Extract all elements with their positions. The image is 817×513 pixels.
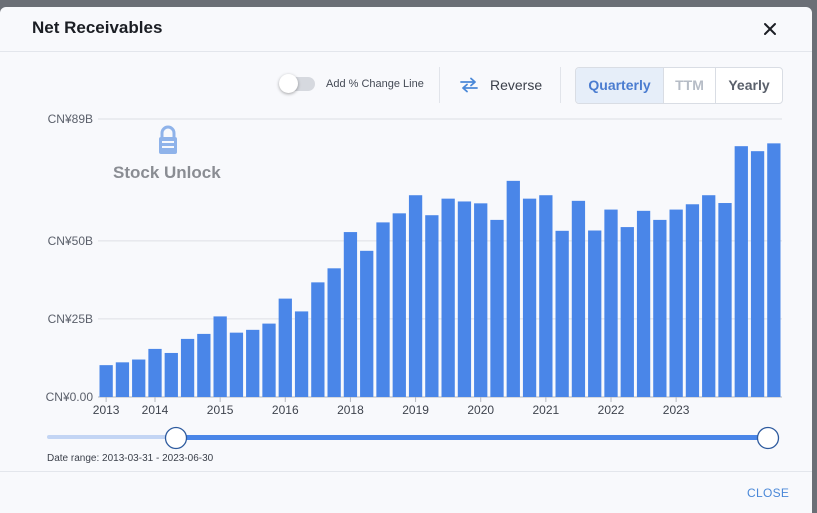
y-tick-label: CN¥25B [48,312,93,326]
percent-change-toggle[interactable] [279,74,315,93]
bar[interactable] [571,200,586,397]
bar[interactable] [767,143,781,397]
bar[interactable] [604,209,618,397]
lock-logo-icon [159,125,177,154]
bar[interactable] [539,195,553,397]
toggle-knob[interactable] [279,74,298,93]
net-receivables-dialog: Net Receivables Add % Change Line Revers… [0,7,812,513]
bar[interactable] [327,268,341,397]
y-tick-label: CN¥89B [48,112,93,126]
chart-controls: Add % Change Line Reverse Quarterly TTM … [0,63,812,109]
watermark: Stock Unlock [113,125,221,182]
net-receivables-chart: Stock Unlock CN¥0.00 CN¥25B CN¥50B CN¥89B 20… [46,112,782,465]
slider-end-handle[interactable] [756,426,780,450]
bar[interactable] [294,311,309,397]
bar[interactable] [441,198,455,397]
bar[interactable] [653,219,667,397]
bar[interactable] [164,352,178,397]
period-quarterly-button[interactable]: Quarterly [576,68,664,103]
bar[interactable] [132,359,146,397]
bar[interactable] [392,213,406,397]
x-tick-label: 2021 [533,403,560,417]
dialog-header: Net Receivables [0,7,812,52]
close-button[interactable]: CLOSE [747,486,790,500]
x-tick-label: 2014 [142,403,169,417]
bar[interactable] [685,204,700,397]
bar[interactable] [734,146,748,397]
y-tick-label: CN¥50B [48,234,93,248]
x-tick-label: 2016 [272,403,299,417]
x-tick-label: 2020 [467,403,494,417]
y-tick-label: CN¥0.00 [46,390,94,404]
bar[interactable] [474,203,488,397]
x-tick-label: 2018 [337,403,364,417]
bar[interactable] [148,348,162,397]
bar[interactable] [506,180,520,397]
bar[interactable] [750,151,765,397]
bar[interactable] [555,230,569,397]
slider-track-inactive[interactable] [47,435,176,439]
bar[interactable] [311,282,325,397]
divider [560,67,561,103]
reverse-button[interactable]: Reverse [459,71,559,99]
bar[interactable] [343,232,358,397]
date-range-label: Date range: 2013-03-31 - 2023-06-30 [47,453,214,464]
chart-grid [98,118,782,398]
close-icon[interactable] [760,19,780,39]
bar[interactable] [408,195,423,397]
slider-track-active[interactable] [176,435,768,440]
percent-change-label: Add % Change Line [326,78,424,90]
x-tick-label: 2019 [402,403,429,417]
bar[interactable] [246,329,260,397]
dialog-footer: CLOSE [0,471,812,513]
x-tick-label: 2015 [207,403,234,417]
date-range-slider[interactable]: Date range: 2013-03-31 - 2023-06-30 [47,426,780,465]
bar[interactable] [669,209,683,397]
x-tick-label: 2023 [663,403,690,417]
bar[interactable] [718,203,732,397]
bar[interactable] [278,298,292,397]
slider-start-handle[interactable] [164,426,188,450]
bar[interactable] [636,210,651,397]
period-yearly-button[interactable]: Yearly [728,77,770,93]
bar[interactable] [425,215,439,397]
bar[interactable] [229,332,244,397]
bar[interactable] [197,333,211,397]
bar[interactable] [99,365,113,397]
period-selector: Quarterly TTM Yearly [575,67,783,104]
watermark-text: Stock Unlock [113,163,221,182]
x-tick-label: 2013 [93,403,120,417]
bar[interactable] [180,338,195,397]
bar[interactable] [522,198,537,397]
divider [439,67,440,103]
swap-arrows-icon [460,77,478,93]
reverse-label: Reverse [490,77,543,93]
chart-bars [99,143,781,397]
bar[interactable] [620,227,634,397]
chart-axes: CN¥0.00 CN¥25B CN¥50B CN¥89B 2013 2014 2015 201… [46,112,690,417]
dialog-title: Net Receivables [32,18,163,37]
bar[interactable] [376,222,390,397]
bar[interactable] [360,250,374,397]
bar[interactable] [702,195,716,397]
bar[interactable] [490,219,504,397]
period-ttm-button[interactable]: TTM [664,68,716,103]
bar[interactable] [115,362,130,397]
bar[interactable] [213,316,227,397]
bar[interactable] [262,323,276,397]
bar[interactable] [457,201,472,397]
x-tick-label: 2022 [598,403,625,417]
bar[interactable] [588,230,602,397]
